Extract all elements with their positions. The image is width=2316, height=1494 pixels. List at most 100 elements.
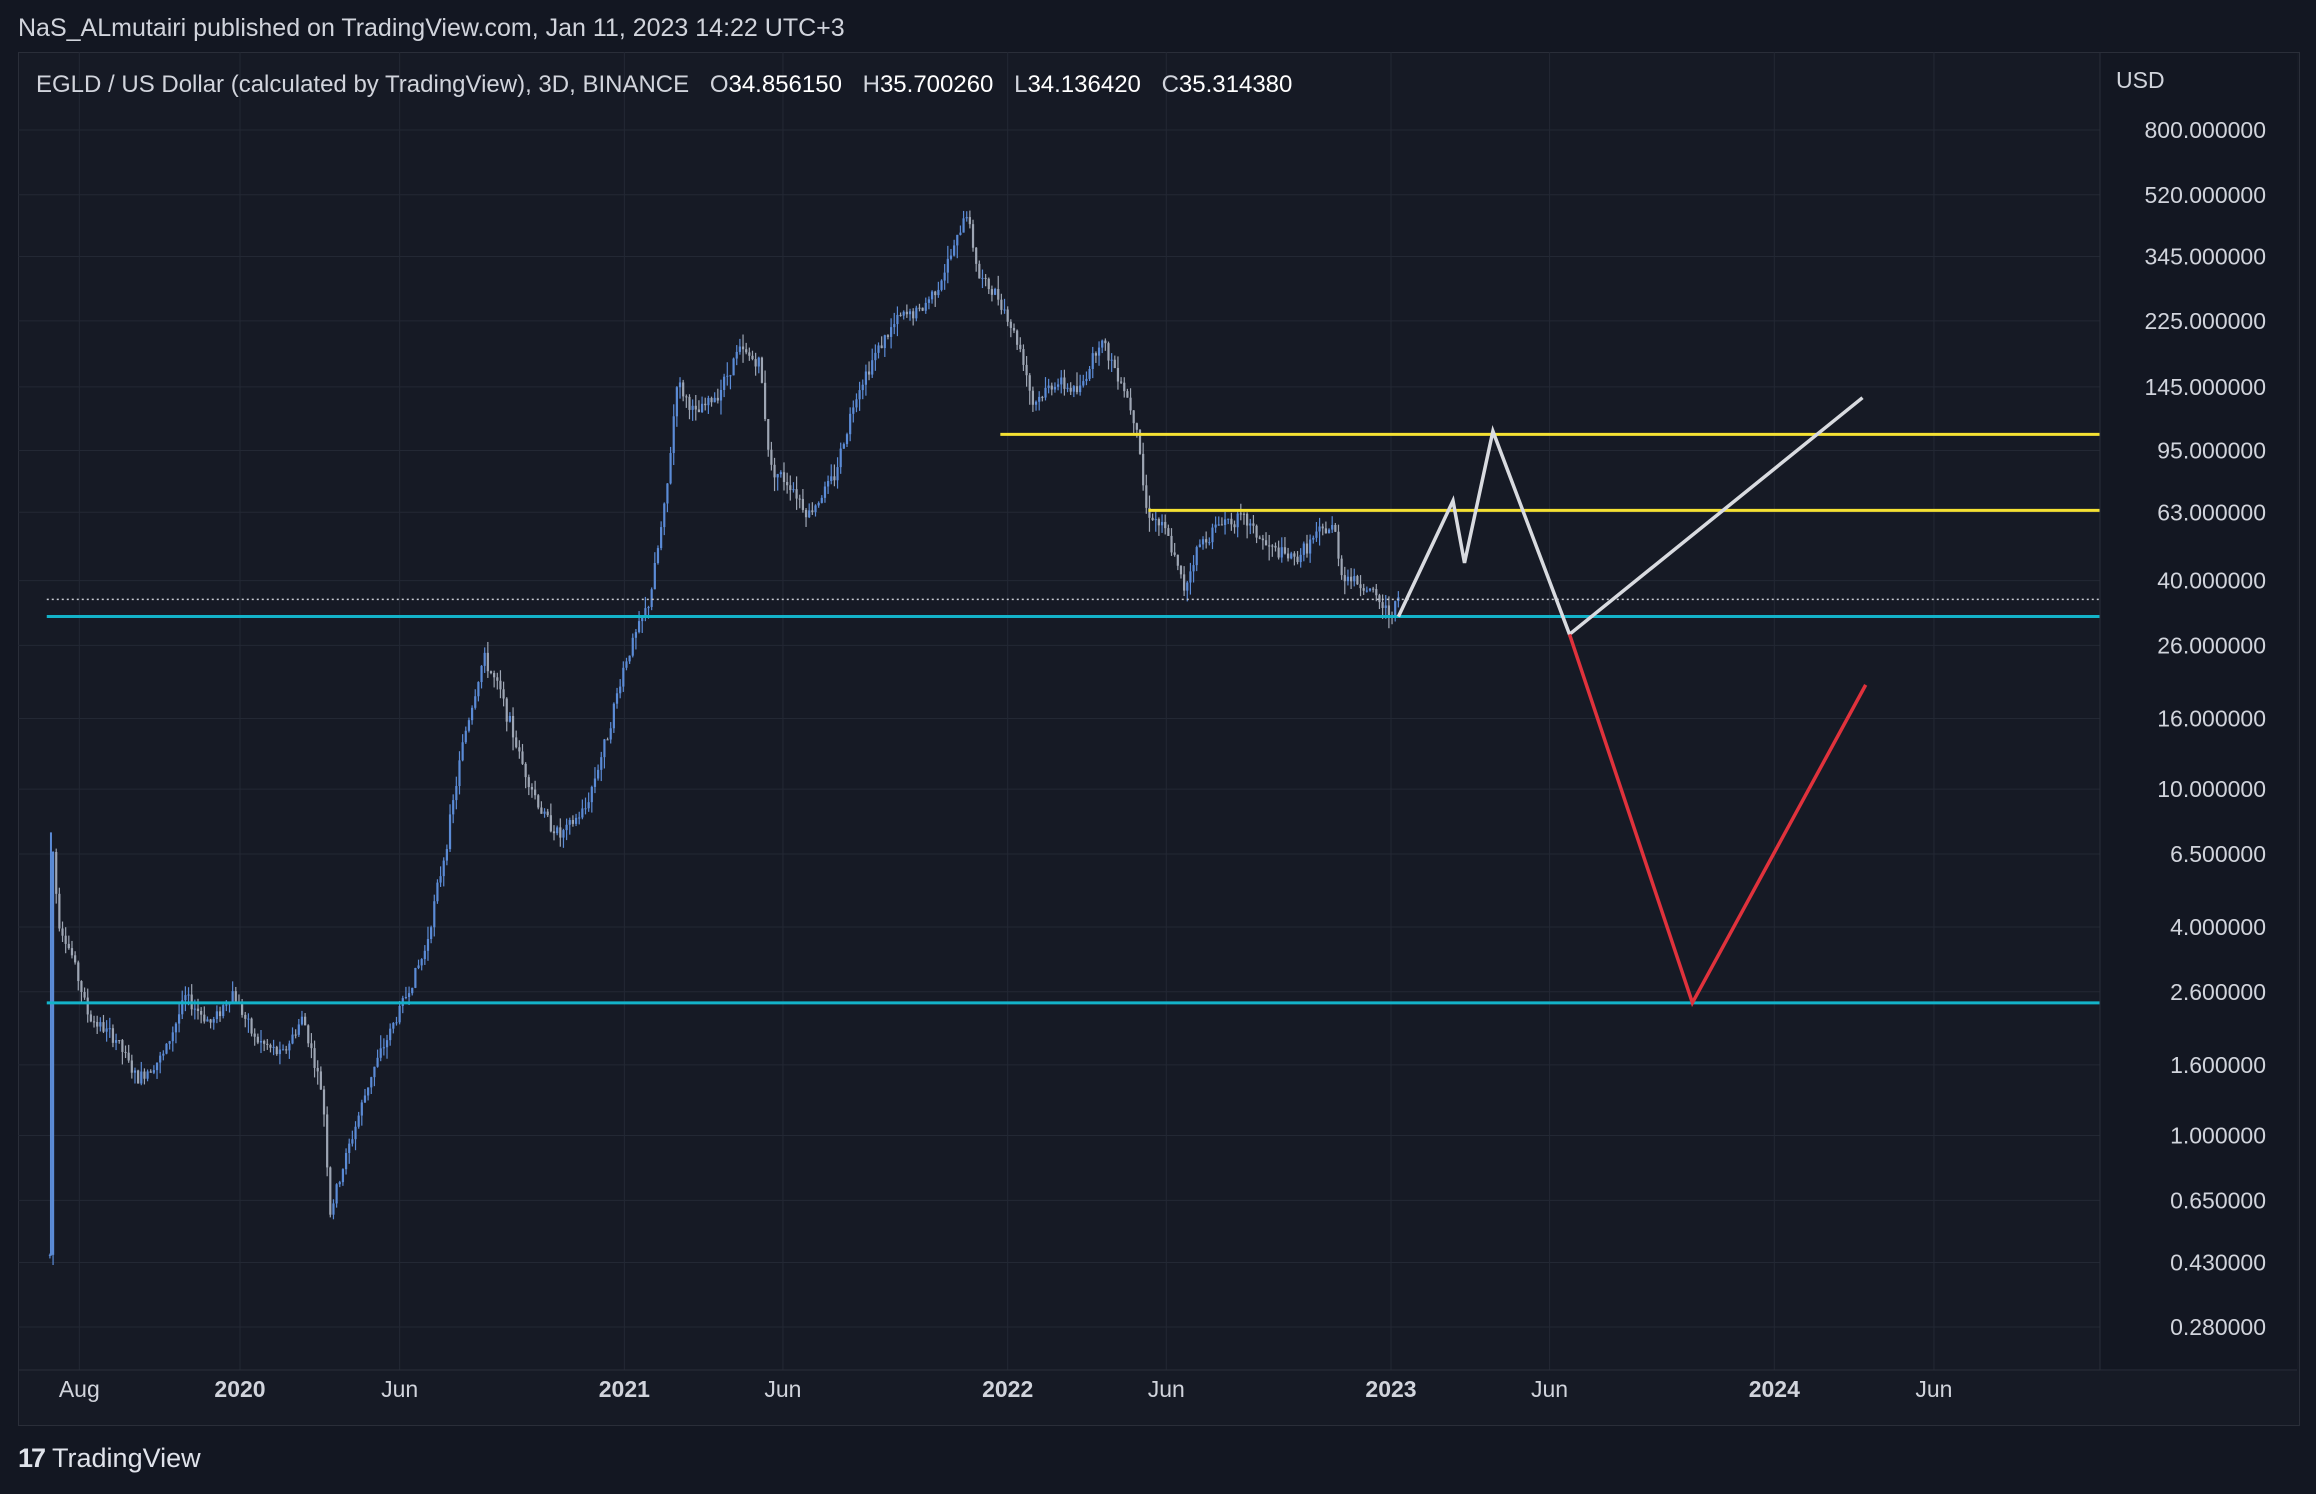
candle-body (470, 707, 474, 721)
candle (886, 334, 890, 340)
candle-body (1028, 375, 1031, 391)
candle (266, 1039, 269, 1050)
candle-body (1356, 576, 1359, 585)
candle (549, 803, 552, 833)
projection-drawings[interactable] (1396, 396, 1868, 1008)
candle-body (763, 382, 767, 420)
candle-body (776, 474, 779, 478)
candle (1384, 595, 1387, 619)
candle (417, 959, 420, 970)
candle-body (748, 352, 751, 356)
candle (660, 521, 663, 551)
publisher-header: NaS_ALmutairi published on TradingView.c… (18, 14, 845, 42)
candle (1286, 547, 1290, 562)
candle (1034, 400, 1038, 411)
candle-body (1072, 386, 1075, 392)
chart-pane[interactable] (18, 52, 2300, 1426)
candle (1179, 565, 1183, 579)
candle (1290, 551, 1293, 560)
candle-body (505, 698, 508, 722)
candle-body (1164, 521, 1167, 529)
candle (1072, 385, 1075, 398)
candle (1327, 528, 1331, 534)
candle-body (650, 589, 653, 607)
candle-body (222, 1005, 225, 1017)
candle (1252, 515, 1255, 534)
candle-body (1060, 377, 1063, 385)
candle (177, 1003, 181, 1033)
candle-body (587, 802, 590, 809)
candle (587, 792, 590, 812)
candle (685, 394, 688, 408)
candle (804, 508, 808, 527)
candle (1381, 594, 1384, 619)
candle (80, 980, 83, 1003)
candle (795, 476, 798, 510)
candle (1242, 512, 1246, 525)
candle-body (675, 387, 678, 417)
candle (1120, 377, 1123, 385)
candle (414, 967, 417, 989)
candle (1164, 514, 1167, 535)
candle-body (240, 1003, 244, 1015)
candle (452, 794, 455, 824)
candle (1110, 353, 1113, 372)
candle (1028, 373, 1031, 405)
candle (1337, 524, 1340, 567)
candle (1088, 365, 1091, 382)
candle (64, 927, 67, 954)
candle-body (130, 1060, 133, 1073)
candle-body (351, 1139, 354, 1144)
candle-body (918, 307, 921, 309)
candle (975, 247, 978, 272)
candle-body (921, 307, 924, 311)
candle (603, 738, 606, 769)
candle-body (1135, 423, 1138, 430)
time-axis[interactable]: Aug 2020 Jun 2021 Jun 2022 Jun 2023 Jun 2024 Jun (18, 1369, 2297, 1402)
candle (376, 1049, 379, 1068)
candle-body (467, 720, 471, 731)
candle-body (861, 384, 864, 391)
candle-body (1302, 543, 1305, 555)
candle (748, 347, 751, 361)
candle (533, 780, 537, 800)
candle (1268, 534, 1271, 561)
candle (839, 442, 842, 474)
candle-body (1066, 387, 1069, 389)
candle-body (956, 234, 959, 246)
candle-body (338, 1182, 341, 1185)
price-axis[interactable]: USD 800.000000 520.000000 345.000000 225.000… (2099, 52, 2297, 1371)
candle-body (310, 1043, 313, 1049)
candle (1271, 544, 1274, 557)
candle (524, 762, 527, 789)
candle-body (1394, 601, 1397, 617)
candle (253, 1028, 256, 1046)
candle-body (990, 289, 994, 295)
candle (581, 799, 584, 820)
candle (556, 825, 559, 836)
tradingview-logo[interactable]: 17 TradingView (18, 1443, 201, 1474)
candle (1019, 337, 1022, 353)
candle-body (1154, 519, 1157, 521)
candle (1079, 374, 1082, 396)
candle (729, 374, 732, 390)
candle-body (203, 1014, 206, 1022)
candle-body (480, 665, 483, 683)
candle-body (370, 1077, 373, 1088)
candle (310, 1033, 313, 1059)
candle-body (300, 1016, 304, 1025)
candle-body (830, 476, 833, 482)
candle (423, 945, 426, 965)
candle (1201, 536, 1205, 550)
candle-body (1069, 387, 1072, 392)
candle-body (930, 291, 934, 300)
candle-body (1324, 528, 1327, 534)
candle-body (165, 1043, 168, 1054)
candle-body (1321, 526, 1324, 529)
candle (165, 1043, 168, 1055)
candle-body (615, 693, 619, 704)
price-tick-label: 26.000000 (2157, 632, 2266, 658)
candle (1192, 555, 1195, 583)
candle (688, 394, 691, 420)
